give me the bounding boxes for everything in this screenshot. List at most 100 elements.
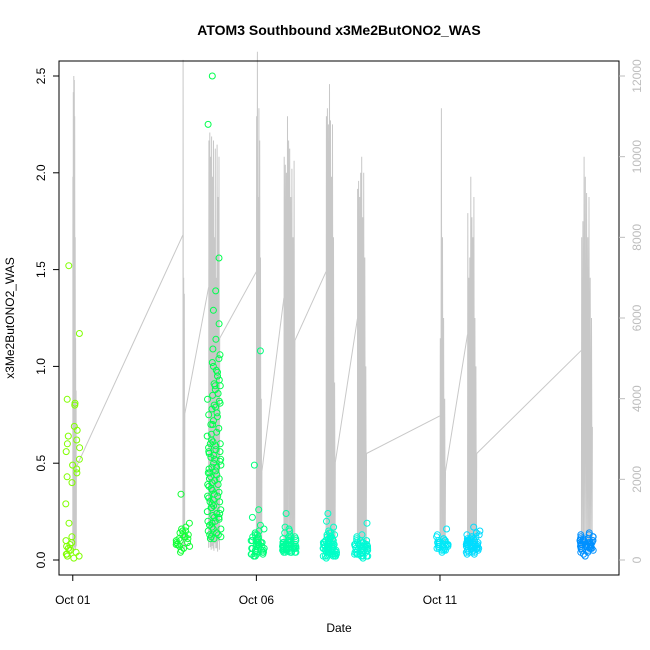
data-point [75,455,83,463]
axes: 0.0 0.5 1.0 1.5 2.0 2.5 0 2000 4000 6000 8000 10000… [34,59,644,607]
data-point [73,469,81,477]
data-point [363,519,371,527]
data-point [256,347,264,355]
x-tick-label: Oct 06 [239,593,275,607]
data-point [215,320,223,328]
data-point [212,335,220,343]
data-point [209,512,217,519]
data-point [208,359,216,366]
data-point [63,473,71,481]
data-point [63,395,71,403]
data-point [63,542,71,550]
data-point [204,469,212,477]
data-point [204,120,212,128]
data-point [324,510,332,517]
y-tick-label-right: 6000 [630,304,644,331]
data-point [251,548,259,556]
data-point [215,397,223,405]
data-point [209,391,217,399]
data-point [207,533,215,541]
data-point [215,513,223,521]
data-point [73,465,81,473]
data-point [585,531,593,539]
altitude-line-flight [283,116,296,552]
data-point [440,535,448,543]
data-point [184,535,192,543]
altitude-line-flight [439,108,446,550]
data-point [203,432,211,440]
y-tick-label-right: 2000 [630,466,644,493]
altitude-transit-line [476,349,582,454]
data-point [172,537,180,545]
data-point [211,517,219,525]
data-point [282,510,290,517]
data-point [471,541,479,548]
altitude-transit-line [445,334,468,472]
x-axis-title: Date [326,621,352,635]
data-point [470,523,478,531]
y-tick-label-right: 4000 [630,385,644,412]
data-point [253,535,261,543]
data-point [214,481,222,488]
data-point [216,351,224,359]
chart-title: ATOM3 Southbound x3Me2ButONO2_WAS [197,22,480,38]
data-point [205,494,213,502]
y-axis-title: x3Me2ButONO2_WAS [3,257,17,379]
data-point [363,552,371,560]
data-point [356,537,364,545]
data-point [76,444,84,452]
data-point [205,465,213,473]
data-point [185,519,193,527]
data-point [65,519,73,527]
data-point [325,537,333,545]
altitude-transit-line [294,271,327,341]
data-point [443,525,451,533]
data-point [206,521,214,529]
data-point [464,546,472,554]
data-point [260,544,268,552]
y-tick-label-right: 0 [630,556,644,563]
data-point [214,368,221,376]
data-point [253,531,261,539]
data-point [291,533,299,541]
data-point [208,405,216,413]
data-point [363,541,371,548]
data-point [216,440,224,448]
data-point [73,436,81,444]
data-point [213,529,221,537]
data-point [319,539,327,547]
data-point [62,500,70,508]
data-point [70,554,78,562]
data-point [184,539,192,547]
data-point [217,506,225,514]
data-point [63,440,71,448]
data-point [208,486,216,494]
data-point [75,330,83,337]
data-point [67,546,75,554]
y-tick-label-left: 1.0 [34,358,48,375]
data-point [207,430,215,438]
data-point [65,262,73,270]
data-point [326,533,334,541]
data-point [216,382,224,390]
altitude-line-flight [325,84,336,550]
data-point [212,467,220,475]
y-tick-label-left: 0.0 [34,551,48,568]
data-point [216,510,224,517]
data-point [354,550,362,558]
data-point [441,544,449,552]
data-point [206,440,214,448]
data-point [213,413,221,421]
data-point [204,395,211,403]
data-point [474,542,482,550]
altitude-transit-line [334,318,358,463]
data-point [62,448,70,456]
altitude-transit-line [184,287,210,414]
data-point [209,345,217,353]
data-point [577,531,585,539]
data-point [68,539,76,547]
data-point [215,355,223,363]
data-point [323,531,331,539]
data-point [255,506,263,514]
